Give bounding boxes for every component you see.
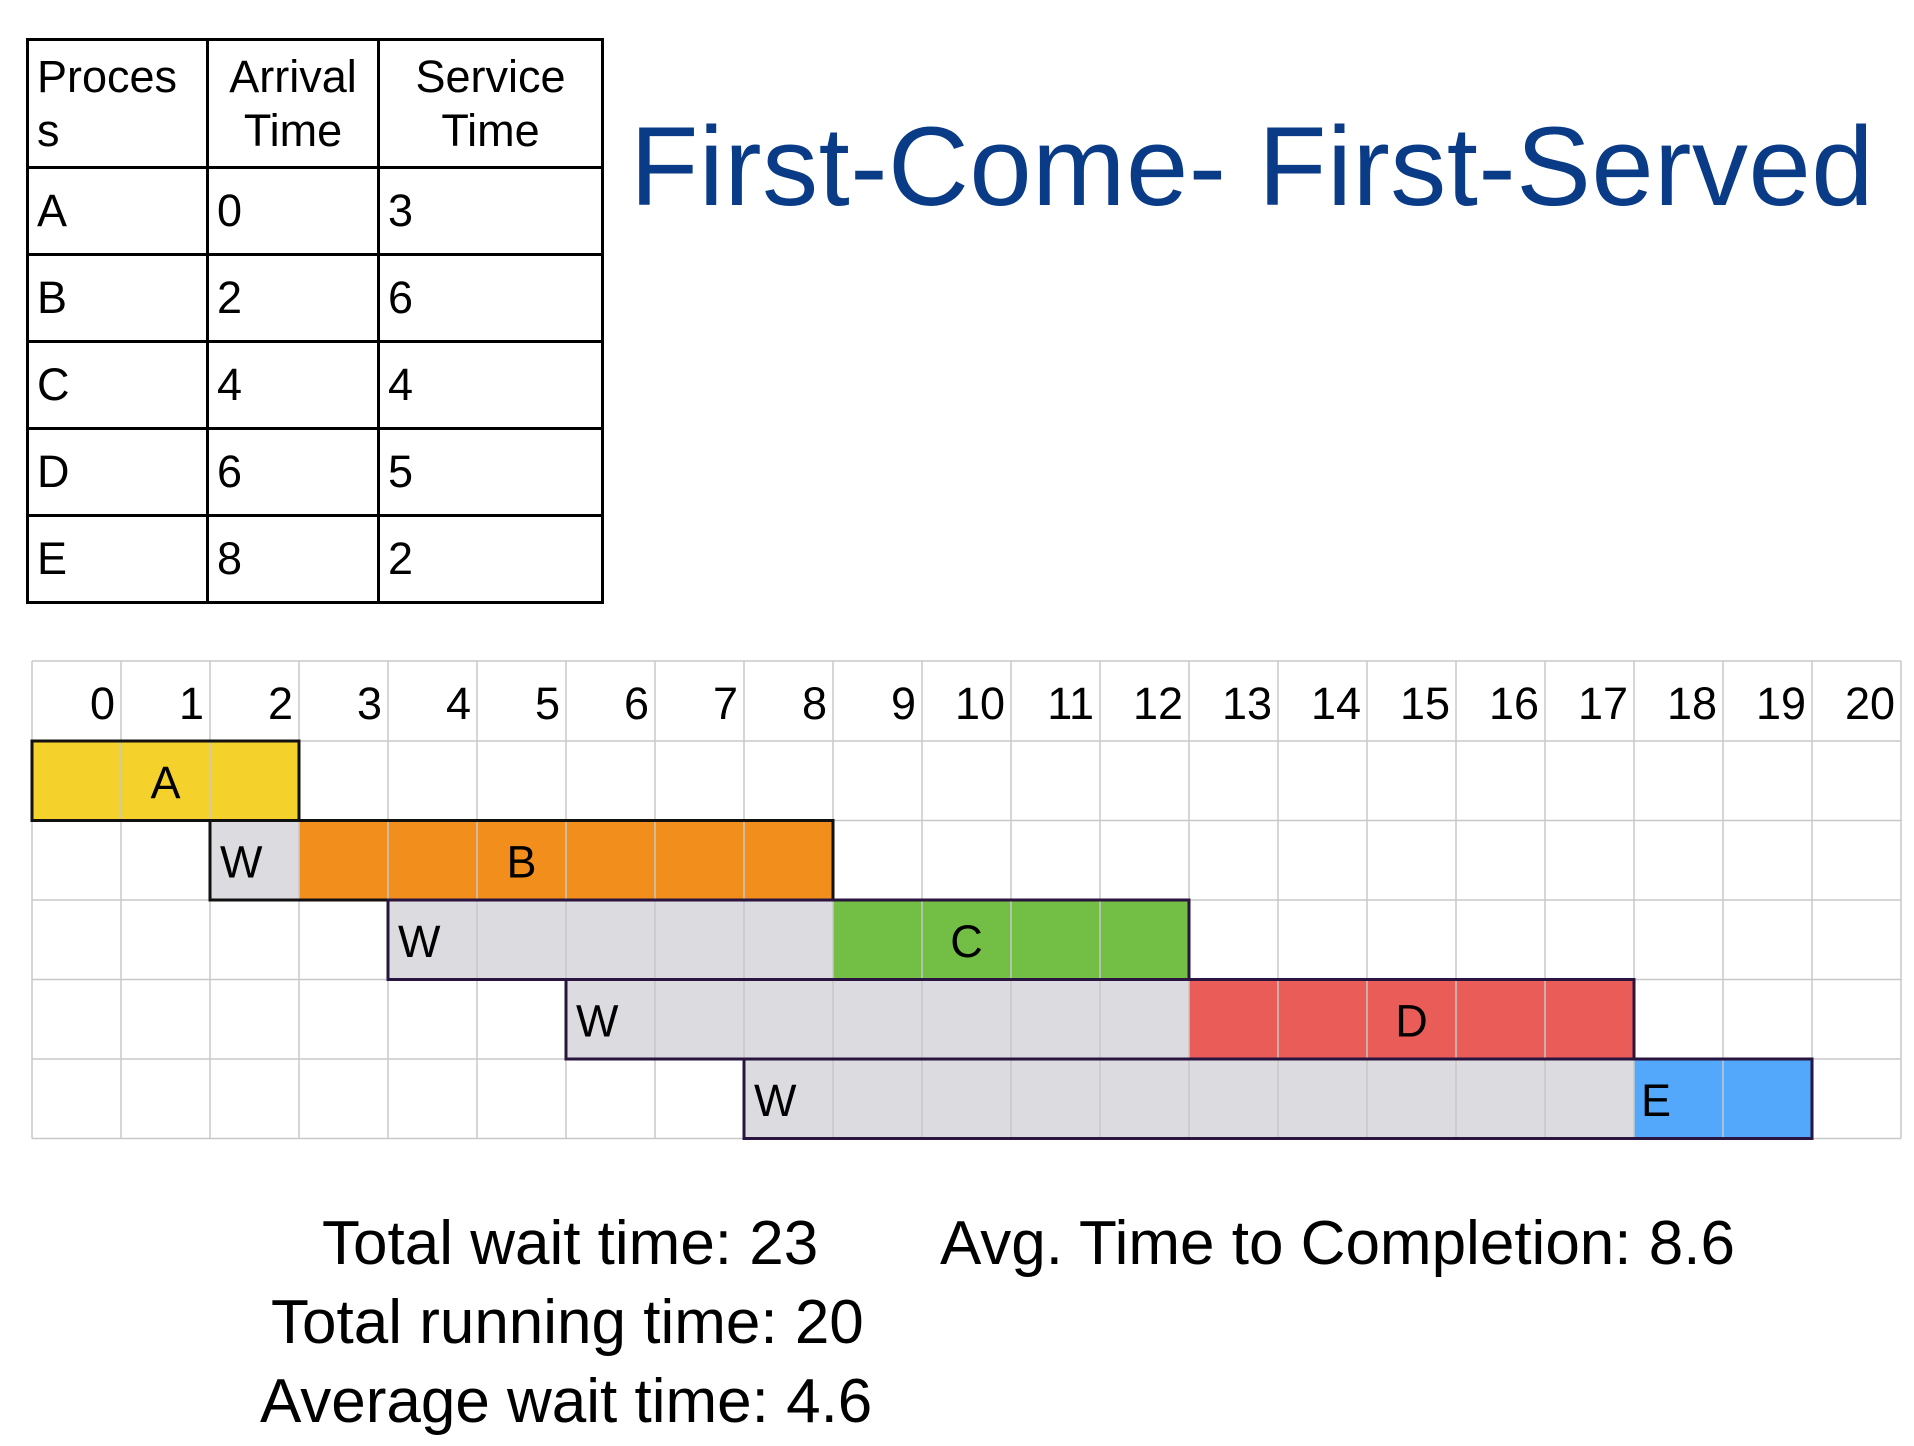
tick-label: 2 — [268, 678, 293, 729]
wait-bar — [210, 820, 299, 900]
tick-label: 18 — [1667, 678, 1717, 729]
tick-label: 3 — [357, 678, 382, 729]
header-arrival-time: Arrival Time — [206, 38, 380, 169]
process-bar-label: A — [150, 757, 180, 808]
total-running-text: Total running time: 20 — [271, 1288, 864, 1357]
tick-label: 7 — [713, 678, 738, 729]
wait-bar — [566, 979, 1189, 1059]
tick-label: 8 — [802, 678, 827, 729]
table-row: B 2 6 — [26, 253, 604, 343]
process-cell: B — [26, 253, 209, 343]
tick-label: 5 — [535, 678, 560, 729]
tick-label: 13 — [1222, 678, 1272, 729]
process-table: Proces s Arrival Time Service Time A 0 3… — [26, 38, 604, 604]
process-bar-label: B — [506, 837, 536, 888]
process-cell: D — [26, 427, 209, 517]
wait-label: W — [754, 1075, 797, 1126]
avg-completion-text: Avg. Time to Completion: 8.6 — [940, 1209, 1735, 1278]
table-row: D 6 5 — [26, 427, 604, 517]
wait-label: W — [576, 996, 619, 1047]
arrival-cell: 4 — [206, 340, 380, 430]
service-cell: 5 — [377, 427, 604, 517]
process-bar-label: E — [1641, 1075, 1671, 1126]
service-cell: 2 — [377, 514, 604, 604]
process-bar-label: D — [1395, 996, 1428, 1047]
process-cell: E — [26, 514, 209, 604]
wait-label: W — [398, 916, 441, 967]
tick-label: 17 — [1578, 678, 1628, 729]
run-bar — [32, 741, 299, 821]
tick-label: 11 — [1047, 678, 1094, 729]
tick-label: 14 — [1311, 678, 1361, 729]
wait-bar — [388, 900, 833, 980]
table-header-row: Proces s Arrival Time Service Time — [26, 38, 604, 169]
tick-label: 1 — [179, 678, 204, 729]
arrival-cell: 8 — [206, 514, 380, 604]
process-cell: A — [26, 166, 209, 256]
process-bar-label: C — [950, 916, 983, 967]
tick-label: 16 — [1489, 678, 1539, 729]
wait-label: W — [220, 837, 263, 888]
page-title: First-Come- First-Served — [630, 104, 1875, 229]
run-bar — [1189, 979, 1634, 1059]
tick-label: 4 — [446, 678, 471, 729]
tick-label: 15 — [1400, 678, 1450, 729]
arrival-cell: 2 — [206, 253, 380, 343]
bar-outline — [742, 1057, 1814, 1140]
tick-label: 20 — [1845, 678, 1895, 729]
table-row: E 8 2 — [26, 514, 604, 604]
service-cell: 3 — [377, 166, 604, 256]
service-cell: 4 — [377, 340, 604, 430]
arrival-cell: 6 — [206, 427, 380, 517]
arrival-cell: 0 — [206, 166, 380, 256]
tick-label: 9 — [891, 678, 916, 729]
total-wait-text: Total wait time: 23 — [322, 1209, 819, 1278]
process-cell: C — [26, 340, 209, 430]
tick-label: 6 — [624, 678, 649, 729]
header-service-time: Service Time — [377, 38, 604, 169]
service-cell: 6 — [377, 253, 604, 343]
tick-label: 0 — [90, 678, 115, 729]
avg-wait-text: Average wait time: 4.6 — [260, 1367, 873, 1436]
tick-label: 12 — [1133, 678, 1183, 729]
table-row: C 4 4 — [26, 340, 604, 430]
table-row: A 0 3 — [26, 166, 604, 256]
header-process: Proces s — [26, 38, 209, 169]
bar-outline — [30, 739, 301, 822]
tick-label: 19 — [1756, 678, 1806, 729]
tick-label: 10 — [955, 678, 1005, 729]
